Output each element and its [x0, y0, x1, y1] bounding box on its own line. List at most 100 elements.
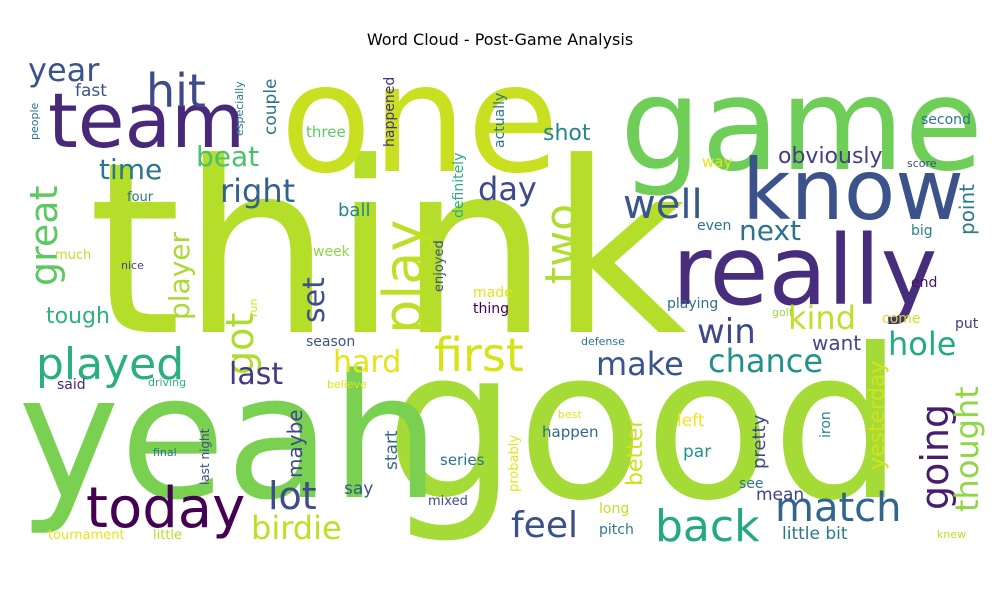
word-actually: actually [492, 93, 508, 148]
word-couple: couple [261, 79, 281, 136]
word-playing: playing [667, 296, 718, 312]
word-golf: golf [772, 306, 794, 319]
word-final: final [153, 446, 177, 459]
word-maybe: maybe [283, 409, 307, 478]
word-fast: fast [75, 81, 107, 101]
word-obviously: obviously [778, 144, 883, 169]
word-good: good [385, 305, 904, 547]
word-people: people [28, 102, 41, 140]
word-next: next [739, 214, 801, 247]
word-happen: happen [542, 423, 598, 441]
word-team: team [48, 76, 245, 165]
word-defense: defense [581, 335, 625, 348]
word-put: put [955, 316, 979, 332]
word-lot: lot [268, 474, 317, 518]
word-day: day [478, 170, 537, 208]
word-hit: hit [146, 64, 206, 118]
word-yesterday: yesterday [865, 361, 890, 470]
word-run: run [247, 299, 260, 317]
word-start: start [382, 430, 402, 470]
word-see: see [739, 476, 764, 492]
word-par: par [683, 442, 711, 462]
word-played: played [36, 339, 184, 390]
word-best: best [558, 408, 582, 421]
word-tournament: tournament [48, 528, 125, 543]
word-even: even [697, 218, 731, 234]
word-want: want [812, 331, 861, 355]
word-player: player [163, 231, 196, 320]
word-win: win [697, 312, 756, 352]
word-match: match [775, 485, 902, 531]
word-season: season [306, 334, 355, 350]
word-year: year [28, 51, 100, 89]
word-end: end [911, 275, 937, 291]
word-play: play [372, 220, 435, 334]
word-happened: happened [382, 77, 398, 147]
word-ball: ball [338, 200, 370, 221]
word-come: come [882, 311, 921, 327]
word-think: think [88, 112, 687, 389]
word-three: three [306, 123, 346, 141]
word-last-night: last night [198, 428, 212, 485]
word-going: going [913, 404, 957, 510]
word-definitely: definitely [451, 153, 467, 218]
word-last: last [229, 357, 283, 392]
word-mixed: mixed [428, 494, 468, 509]
word-score: score [907, 157, 937, 170]
word-much: much [55, 248, 91, 263]
word-nice: nice [121, 259, 144, 272]
word-pitch: pitch [599, 522, 634, 538]
word-first: first [434, 328, 524, 382]
word-got: got [218, 313, 262, 375]
word-four: four [127, 190, 154, 205]
word-yeah: yeah [18, 337, 440, 538]
word-hole: hole [888, 325, 956, 363]
word-big: big [911, 223, 933, 239]
word-second: second [921, 112, 971, 128]
word-driving: driving [148, 376, 186, 389]
word-really: really [672, 215, 937, 327]
word-little-bit: little bit [782, 524, 848, 544]
word-shot: shot [543, 121, 591, 146]
word-set: set [297, 277, 332, 323]
word-mean: mean [756, 485, 804, 505]
word-birdie: birdie [251, 509, 342, 547]
word-iron: iron [818, 411, 834, 438]
word-said: said [57, 377, 86, 393]
word-hard: hard [333, 345, 401, 380]
word-tough: tough [46, 304, 110, 329]
word-right: right [220, 172, 295, 210]
word-series: series [440, 451, 485, 469]
word-week: week [313, 244, 351, 260]
word-kind: kind [788, 299, 856, 337]
word-feel: feel [511, 505, 578, 546]
word-make: make [596, 345, 684, 383]
word-made: made [473, 285, 513, 301]
word-well: well [623, 182, 703, 228]
word-today: today [86, 476, 245, 541]
word-great: great [22, 186, 66, 286]
word-pretty: pretty [749, 414, 770, 469]
word-probably: probably [507, 435, 522, 492]
word-chance: chance [708, 342, 823, 380]
word-enjoyed: enjoyed [432, 240, 447, 292]
word-long: long [599, 501, 629, 517]
word-little: little [153, 528, 182, 543]
word-point: point [955, 184, 979, 235]
word-one: one [280, 33, 559, 207]
word-left: left [677, 411, 705, 431]
word-know: know [742, 141, 964, 239]
word-way: way [702, 153, 732, 171]
word-back: back [655, 501, 760, 552]
word-beat: beat [196, 140, 259, 173]
word-better: better [623, 418, 648, 486]
word-knew: knew [937, 528, 966, 541]
word-thing: thing [473, 301, 509, 317]
word-believe: believe [327, 378, 367, 391]
word-thought: thought [948, 386, 986, 512]
chart-title: Word Cloud - Post-Game Analysis [366, 30, 634, 49]
word-especially: especially [233, 81, 246, 136]
word-game: game [620, 51, 983, 200]
word-two: two [536, 204, 587, 284]
